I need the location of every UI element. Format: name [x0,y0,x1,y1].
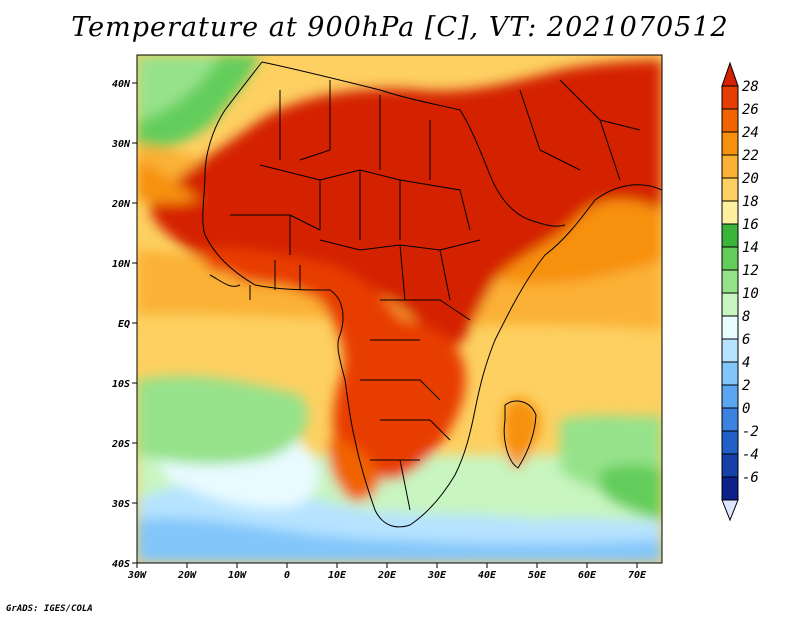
colorbar-swatch [721,338,739,363]
grads-credit: GrADS: IGES/COLA [6,604,93,614]
colorbar-label: 26 [742,102,759,118]
colorbar-swatch [721,453,739,478]
colorbar-label: 28 [742,79,759,95]
coastlines-borders [202,61,662,528]
lat-tick-label: 30S [111,499,130,510]
colorbar-swatch [721,476,739,501]
colorbar-swatch [721,430,739,455]
longitude-axis: 30W 20W 10W 0 10E 20E 30E 40E 50E 60E 70E [127,563,647,581]
colorbar-label: 18 [742,194,759,210]
colorbar-label: 12 [742,263,759,279]
lat-tick-label: EQ [118,319,130,330]
colorbar-swatch [721,108,739,133]
lon-tick-label: 30E [427,570,447,581]
colorbar-swatch [721,384,739,409]
colorbar-label: 16 [742,217,759,233]
map-frame [136,54,663,564]
colorbar-label: 20 [742,171,759,187]
colorbar-swatch [721,154,739,179]
lon-tick-label: 20E [377,570,397,581]
lon-tick-label: 20W [177,570,197,581]
lat-tick-label: 40S [112,559,130,570]
colorbar-bottom-triangle [721,499,739,522]
colorbar-swatch [721,246,739,271]
colorbar-label: 0 [742,401,750,417]
lon-tick-label: 10E [328,570,347,581]
lon-tick-label: 50E [528,570,547,581]
lon-tick-label: 70E [628,570,647,581]
colorbar-swatch [721,361,739,386]
colorbar-label: -2 [742,424,759,440]
lat-tick-label: 40N [112,79,131,90]
colorbar-label: 2 [742,378,750,394]
lat-tick-label: 10N [112,259,131,270]
map-title: Temperature at 900hPa [C], VT: 202107051… [71,12,729,43]
latitude-axis: 40N 30N 20N 10N EQ 10S 20S 30S 40S [111,79,137,570]
lon-tick-label: 0 [284,570,290,581]
colorbar-swatch [721,85,739,110]
colorbar-label: 8 [742,309,750,325]
colorbar-label: 22 [742,148,759,164]
lon-tick-label: 30W [127,570,147,581]
colorbar-swatch [721,177,739,202]
lon-tick-label: 40E [478,570,497,581]
lat-tick-label: 10S [112,379,130,390]
colorbar-swatch [721,131,739,156]
colorbar-label: 6 [742,332,750,348]
lat-tick-label: 20N [111,199,131,210]
lat-tick-label: 30N [111,139,131,150]
lat-tick-label: 20S [111,439,130,450]
colorbar-swatch [721,200,739,225]
colorbar-label: -6 [742,470,759,486]
temperature-field [137,55,662,563]
colorbar-label: 14 [742,240,759,256]
colorbar-label: 4 [742,355,750,371]
colorbar-label: -4 [742,447,759,463]
colorbar-swatch [721,315,739,340]
colorbar-swatch [721,269,739,294]
colorbar-label: 24 [742,125,759,141]
lon-tick-label: 60E [578,570,597,581]
lon-tick-label: 10W [228,570,247,581]
colorbar-label: 10 [742,286,759,302]
colorbar-swatch [721,407,739,432]
colorbar-top-triangle [721,61,739,87]
colorbar-swatch [721,223,739,248]
colorbar-swatch [721,292,739,317]
